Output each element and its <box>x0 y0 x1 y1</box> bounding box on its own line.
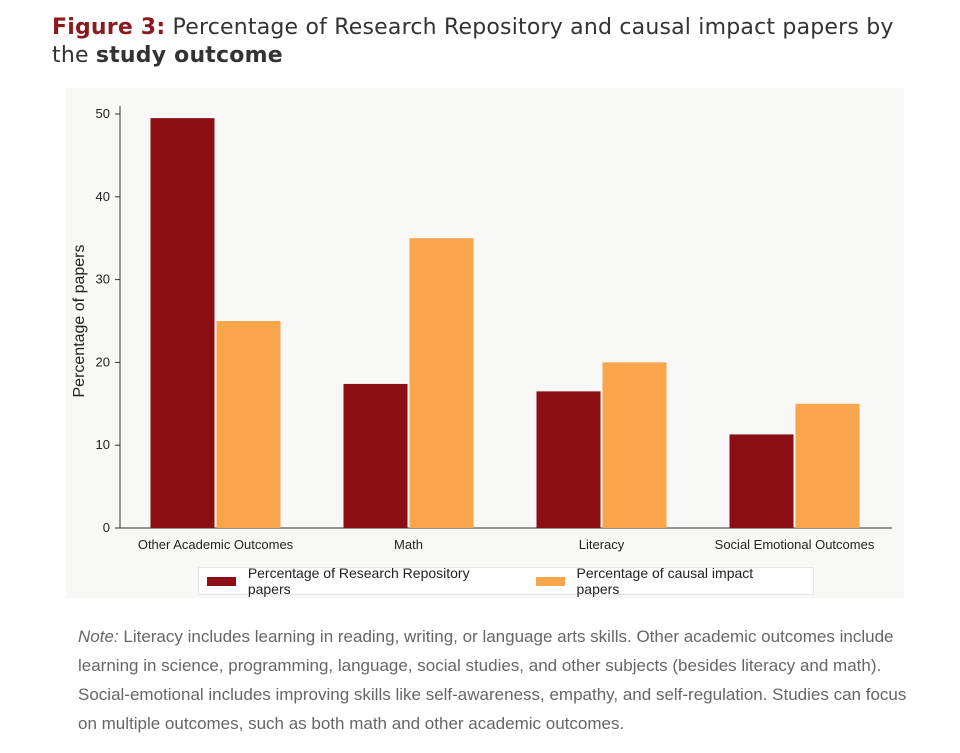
chart-panel: 0 10 20 30 40 50 Percentage of papers Other Aca… <box>66 88 904 598</box>
y-tick-label: 0 <box>103 520 110 535</box>
x-tick-label: Literacy <box>579 537 625 552</box>
figure-note: Note: Literacy includes learning in read… <box>78 622 908 738</box>
y-tick-label: 40 <box>96 189 110 204</box>
x-tick-label: Social Emotional Outcomes <box>715 537 875 552</box>
chart-legend: Percentage of Research Repository papers… <box>198 565 814 597</box>
figure-title: Figure 3: Percentage of Research Reposit… <box>52 14 932 70</box>
bar-causal-impact <box>602 362 667 528</box>
legend-item-research-repository: Percentage of Research Repository papers <box>207 565 506 597</box>
bar-causal-impact <box>216 321 281 528</box>
y-tick-label: 10 <box>96 437 110 452</box>
legend-item-causal-impact: Percentage of causal impact papers <box>535 565 791 597</box>
legend-label-research-repository: Percentage of Research Repository papers <box>247 565 470 597</box>
bar-causal-impact <box>795 403 860 528</box>
legend-swatch-causal-impact <box>535 576 565 586</box>
figure-title-text: Percentage of Research Repository and ca… <box>52 15 894 68</box>
figure-label: Figure 3: <box>52 15 166 40</box>
x-tick-label: Other Academic Outcomes <box>138 537 294 552</box>
legend-swatch-research-repository <box>207 576 236 586</box>
y-tick-label: 20 <box>96 354 110 369</box>
note-label: Note: <box>78 627 119 646</box>
y-tick-label: 50 <box>96 106 110 121</box>
bar-research-repository <box>150 118 215 528</box>
bar-research-repository <box>343 383 408 528</box>
x-tick-label: Math <box>394 537 423 552</box>
legend-label-causal-impact: Percentage of causal impact papers <box>576 565 754 597</box>
y-axis-label: Percentage of papers <box>71 245 88 398</box>
note-text: Literacy includes learning in reading, w… <box>78 627 907 733</box>
bar-chart: 0 10 20 30 40 50 Percentage of papers Other Aca… <box>71 106 892 552</box>
bar-causal-impact <box>409 238 474 528</box>
bar-research-repository <box>536 391 601 528</box>
figure-title-emphasis: study outcome <box>95 43 283 68</box>
bar-research-repository <box>729 434 794 528</box>
y-tick-label: 30 <box>96 272 110 287</box>
